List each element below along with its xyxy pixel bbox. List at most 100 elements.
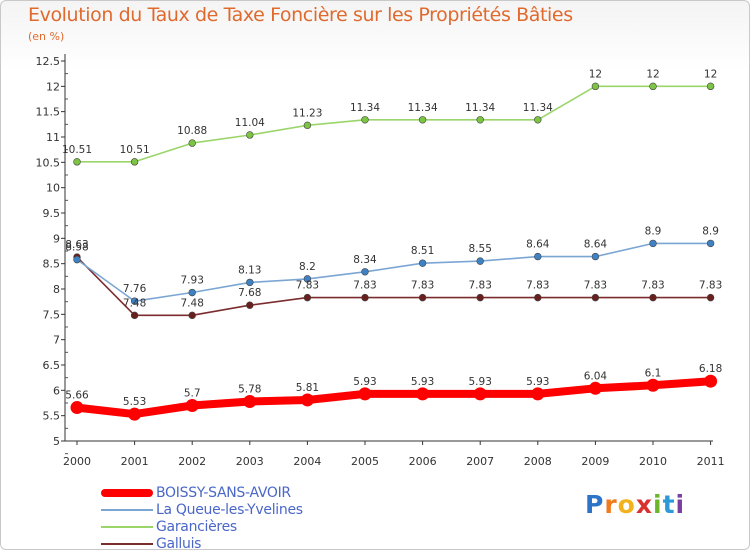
y-tick-label: 5.5 <box>43 410 61 423</box>
data-label-galluis: 8.63 <box>65 239 88 251</box>
data-label-boissy-sans-avoir: 6.18 <box>699 363 722 375</box>
data-point-galluis <box>534 293 542 302</box>
data-point-boissy-sans-avoir <box>185 399 199 413</box>
x-tick-label: 2000 <box>63 455 91 468</box>
x-tick-label: 2006 <box>409 455 437 468</box>
data-point-garanci-res <box>73 158 81 166</box>
y-tick-label: 9 <box>53 232 60 245</box>
data-label-garanci-res: 12 <box>589 68 602 80</box>
y-tick-label: 12 <box>46 80 60 93</box>
data-point-garanci-res <box>130 158 139 166</box>
data-point-galluis <box>188 311 196 320</box>
data-label-galluis: 7.68 <box>238 287 261 299</box>
data-label-la-queue-les-yvelines: 8.9 <box>645 225 662 237</box>
chart-title: Evolution du Taux de Taxe Foncière sur l… <box>28 4 573 26</box>
data-label-garanci-res: 10.51 <box>120 144 150 156</box>
data-point-galluis <box>706 293 715 302</box>
data-point-garanci-res <box>303 121 312 130</box>
data-label-galluis: 7.83 <box>641 280 664 292</box>
data-point-galluis <box>246 301 254 309</box>
data-label-galluis: 7.83 <box>699 280 722 292</box>
data-label-garanci-res: 11.34 <box>408 102 438 114</box>
data-label-la-queue-les-yvelines: 8.34 <box>353 254 377 266</box>
data-label-galluis: 7.48 <box>181 297 204 309</box>
data-label-la-queue-les-yvelines: 8.58 <box>65 242 88 254</box>
data-point-boissy-sans-avoir <box>358 387 372 401</box>
y-tick-label: 12.5 <box>36 55 61 68</box>
data-point-boissy-sans-avoir <box>473 387 487 401</box>
y-tick-label: 9.5 <box>43 207 61 220</box>
data-label-galluis: 7.48 <box>123 297 146 309</box>
logo-letter: P <box>585 490 605 519</box>
data-label-boissy-sans-avoir: 6.04 <box>584 370 608 382</box>
data-point-la-queue-les-yvelines <box>73 255 81 264</box>
data-label-boissy-sans-avoir: 5.81 <box>296 382 319 394</box>
data-label-garanci-res: 11.34 <box>465 102 495 114</box>
x-tick-label: 2011 <box>697 455 725 468</box>
data-point-boissy-sans-avoir <box>531 387 545 401</box>
data-label-la-queue-les-yvelines: 8.55 <box>469 243 492 255</box>
data-point-la-queue-les-yvelines <box>361 268 369 276</box>
data-point-garanci-res <box>476 116 484 124</box>
data-label-galluis: 7.83 <box>469 280 492 292</box>
data-label-la-queue-les-yvelines: 8.51 <box>411 245 434 257</box>
data-label-garanci-res: 10.88 <box>177 125 207 137</box>
y-tick-label: 8.5 <box>43 258 61 271</box>
legend-swatch <box>101 489 153 497</box>
y-tick-label: 6.5 <box>43 359 61 372</box>
logo-letter: x <box>635 490 653 519</box>
data-point-galluis <box>418 293 427 302</box>
data-label-boissy-sans-avoir: 5.93 <box>411 376 434 388</box>
data-label-boissy-sans-avoir: 5.78 <box>238 383 261 395</box>
data-point-garanci-res <box>534 116 542 124</box>
logo-letter: o <box>617 490 636 519</box>
y-tick-label: 5 <box>53 435 60 448</box>
data-point-galluis <box>130 311 139 320</box>
data-point-la-queue-les-yvelines <box>534 252 542 261</box>
x-tick-label: 2002 <box>178 455 206 468</box>
data-label-garanci-res: 11.23 <box>292 107 322 119</box>
x-tick-label: 2010 <box>639 455 667 468</box>
data-label-galluis: 7.83 <box>353 280 376 292</box>
data-point-galluis <box>591 293 600 302</box>
legend-label: La Queue-les-Yvelines <box>156 502 303 518</box>
data-label-galluis: 7.83 <box>526 280 549 292</box>
data-point-boissy-sans-avoir <box>416 387 430 401</box>
y-tick-label: 7.5 <box>43 308 61 321</box>
x-tick-label: 2001 <box>121 455 149 468</box>
data-label-boissy-sans-avoir: 5.53 <box>123 396 146 408</box>
chart-unit-label: (en %) <box>28 30 65 43</box>
data-label-la-queue-les-yvelines: 8.2 <box>299 261 316 273</box>
data-point-garanci-res <box>188 139 196 147</box>
data-point-boissy-sans-avoir <box>243 394 257 408</box>
data-point-la-queue-les-yvelines <box>649 239 657 248</box>
x-tick-label: 2005 <box>351 455 379 468</box>
data-point-la-queue-les-yvelines <box>130 297 139 305</box>
data-label-galluis: 7.83 <box>411 280 434 292</box>
data-point-boissy-sans-avoir <box>300 393 314 407</box>
data-point-la-queue-les-yvelines <box>246 278 254 287</box>
series-line-boissy-sans-avoir <box>73 377 715 419</box>
data-point-boissy-sans-avoir <box>70 401 84 415</box>
data-point-garanci-res <box>649 82 657 91</box>
data-point-la-queue-les-yvelines <box>188 288 196 297</box>
data-point-garanci-res <box>418 116 427 124</box>
y-tick-label: 10.5 <box>36 156 61 169</box>
data-label-boissy-sans-avoir: 5.93 <box>469 376 492 388</box>
data-point-la-queue-les-yvelines <box>591 252 600 261</box>
x-tick-label: 2008 <box>524 455 552 468</box>
data-label-la-queue-les-yvelines: 8.13 <box>238 264 261 276</box>
y-tick-label: 11 <box>46 131 60 144</box>
y-tick-label: 11.5 <box>36 106 61 119</box>
data-point-la-queue-les-yvelines <box>476 257 484 265</box>
data-label-galluis: 7.83 <box>584 280 607 292</box>
y-tick-label: 7 <box>53 334 60 347</box>
legend-label: Galluis <box>156 536 202 550</box>
data-label-boissy-sans-avoir: 5.93 <box>353 376 376 388</box>
data-label-boissy-sans-avoir: 6.1 <box>645 367 662 379</box>
data-point-la-queue-les-yvelines <box>706 239 715 248</box>
data-label-garanci-res: 11.04 <box>235 117 265 129</box>
data-point-la-queue-les-yvelines <box>303 275 312 283</box>
logo-letter: i <box>675 490 686 519</box>
